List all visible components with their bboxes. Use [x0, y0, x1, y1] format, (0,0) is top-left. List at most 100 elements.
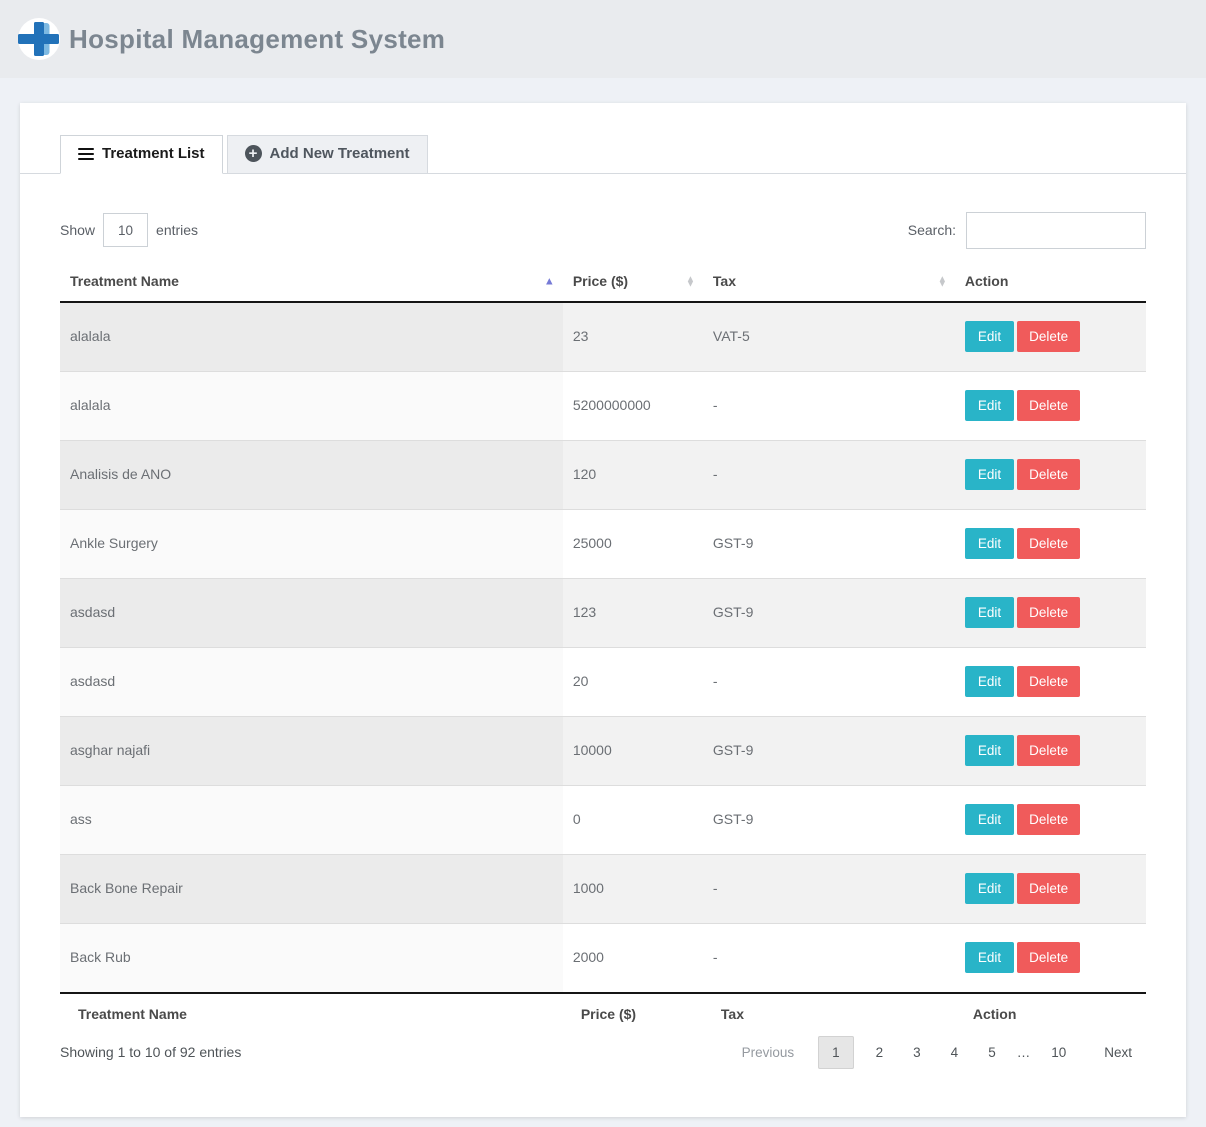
tax-cell: - — [702, 370, 955, 441]
price-cell: 2000 — [562, 922, 703, 993]
delete-button[interactable]: Delete — [1017, 458, 1081, 490]
treatment-name-cell: Back Bone Repair — [60, 853, 563, 924]
tax-cell: GST-9 — [702, 577, 955, 648]
table-row: asdasd 20- Edit Delete — [60, 646, 1146, 717]
price-cell: 120 — [562, 439, 703, 510]
pagination-page-10[interactable]: 10 — [1051, 1044, 1067, 1060]
pagination-page-5[interactable]: 5 — [988, 1044, 996, 1060]
column-header-treatment-name[interactable]: Treatment Name ▲ — [60, 262, 563, 303]
pagination-page-2[interactable]: 2 — [875, 1044, 884, 1060]
tax-cell: - — [702, 853, 955, 924]
delete-button[interactable]: Delete — [1017, 389, 1081, 421]
price-cell: 123 — [562, 577, 703, 648]
table-row: ass 0 GST-9 Edit Delete — [60, 784, 1146, 855]
treatment-name-cell: Ankle Surgery — [60, 508, 563, 579]
delete-button[interactable]: Delete — [1017, 803, 1081, 835]
edit-button[interactable]: Edit — [964, 734, 1015, 766]
tax-cell: GST-9 — [702, 715, 955, 786]
search-input[interactable] — [966, 211, 1146, 249]
table-row: asghar najafi 10000 GST-9 Edit Delete — [60, 715, 1146, 786]
edit-button[interactable]: Edit — [964, 527, 1015, 559]
edit-button[interactable]: Edit — [964, 665, 1015, 697]
pagination-previous[interactable]: Previous — [741, 1044, 795, 1060]
action-cell: Edit Delete — [954, 439, 1146, 510]
column-header-price[interactable]: Price ($) ▲ ▼ — [562, 262, 703, 303]
page-title: Hospital Management System — [69, 23, 446, 54]
table-row: Analisis de ANO 120- Edit Delete — [60, 439, 1146, 510]
action-cell: Edit Delete — [954, 784, 1146, 855]
footer-column-tax: Tax — [702, 991, 955, 1030]
table-row: alalala 5200000000- Edit Delete — [60, 370, 1146, 441]
pagination-page-4[interactable]: 4 — [950, 1044, 959, 1060]
table-footer-row: Treatment Name Price ($) Tax Action — [60, 991, 1146, 1030]
delete-button[interactable]: Delete — [1017, 665, 1081, 697]
pagination-page-3[interactable]: 3 — [913, 1044, 921, 1060]
entries-label: entries — [156, 222, 199, 239]
tax-cell: - — [702, 646, 955, 717]
table-row: Back Rub 2000- Edit Delete — [60, 922, 1146, 993]
delete-button[interactable]: Delete — [1017, 320, 1081, 352]
tab-bar: Treatment List + Add New Treatment — [20, 103, 1186, 174]
table-header-row: Treatment Name ▲ Price ($) ▲ ▼ Tax ▲ ▼ Act… — [60, 262, 1146, 303]
column-header-tax[interactable]: Tax ▲ ▼ — [702, 262, 955, 303]
tab-label: Treatment List — [102, 145, 205, 163]
treatment-table: Treatment Name ▲ Price ($) ▲ ▼ Tax ▲ ▼ Act… — [60, 262, 1146, 1030]
sort-both-icon: ▲ ▼ — [937, 273, 947, 289]
action-cell: Edit Delete — [954, 577, 1146, 648]
pagination-next[interactable]: Next — [1104, 1044, 1132, 1060]
edit-button[interactable]: Edit — [964, 596, 1015, 628]
footer-column-price: Price ($) — [562, 991, 703, 1030]
delete-button[interactable]: Delete — [1017, 872, 1081, 904]
edit-button[interactable]: Edit — [964, 458, 1015, 490]
pagination-ellipsis: … — [1016, 1044, 1031, 1060]
pagination: Previous 1 2 3 4 5 … 10 Next — [726, 1035, 1146, 1069]
table-row: alalala 23 VAT-5 Edit Delete — [60, 301, 1146, 372]
pagination-page-1[interactable]: 1 — [818, 1035, 854, 1069]
tax-cell: VAT-5 — [702, 301, 955, 372]
action-cell: Edit Delete — [954, 370, 1146, 441]
delete-button[interactable]: Delete — [1017, 941, 1081, 973]
sort-asc-icon: ▲ — [543, 275, 555, 288]
tax-cell: - — [702, 922, 955, 993]
show-entries-group: Show 10 entries — [60, 213, 199, 248]
hospital-logo-icon — [18, 18, 60, 60]
delete-button[interactable]: Delete — [1017, 734, 1081, 766]
delete-button[interactable]: Delete — [1017, 527, 1081, 559]
treatment-name-cell: Back Rub — [60, 922, 563, 993]
treatment-name-cell: asdasd — [60, 646, 563, 717]
footer-column-action: Action — [954, 991, 1146, 1030]
table-footer: Showing 1 to 10 of 92 entries Previous 1… — [60, 1035, 1146, 1069]
action-cell: Edit Delete — [954, 922, 1146, 993]
footer-column-treatment-name: Treatment Name — [60, 991, 563, 1030]
tax-cell: GST-9 — [702, 784, 955, 855]
edit-button[interactable]: Edit — [964, 803, 1015, 835]
table-controls: Show 10 entries Search: — [60, 211, 1146, 249]
tab-label: Add New Treatment — [269, 145, 410, 163]
entries-info: Showing 1 to 10 of 92 entries — [60, 1044, 242, 1061]
tab-treatment-list[interactable]: Treatment List — [60, 135, 223, 174]
table-row: Back Bone Repair 1000- Edit Delete — [60, 853, 1146, 924]
edit-button[interactable]: Edit — [964, 941, 1015, 973]
treatment-name-cell: alalala — [60, 301, 563, 372]
page-buttons: 1 2 3 4 5 … 10 — [816, 1035, 1080, 1069]
treatment-name-cell: Analisis de ANO — [60, 439, 563, 510]
treatment-name-cell: asghar najafi — [60, 715, 563, 786]
search-group: Search: — [908, 211, 1146, 249]
price-cell: 23 — [562, 301, 703, 372]
delete-button[interactable]: Delete — [1017, 596, 1081, 628]
price-cell: 25000 — [562, 508, 703, 579]
action-cell: Edit Delete — [954, 646, 1146, 717]
edit-button[interactable]: Edit — [964, 389, 1015, 421]
main-card: Treatment List + Add New Treatment Show … — [20, 103, 1186, 1117]
page-size-select[interactable]: 10 — [103, 213, 149, 248]
edit-button[interactable]: Edit — [964, 872, 1015, 904]
price-cell: 1000 — [562, 853, 703, 924]
action-cell: Edit Delete — [954, 853, 1146, 924]
table-row: Ankle Surgery 25000 GST-9 Edit Delete — [60, 508, 1146, 579]
tab-add-new-treatment[interactable]: + Add New Treatment — [226, 135, 428, 174]
sort-both-icon: ▲ ▼ — [685, 273, 695, 289]
edit-button[interactable]: Edit — [964, 320, 1015, 352]
action-cell: Edit Delete — [954, 301, 1146, 372]
column-header-action: Action — [954, 262, 1146, 303]
list-icon — [78, 145, 94, 163]
